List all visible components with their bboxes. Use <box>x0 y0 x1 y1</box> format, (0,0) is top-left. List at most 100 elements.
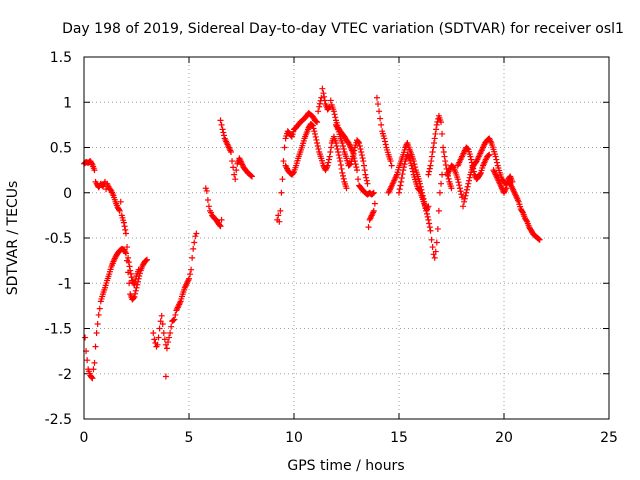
data-point-marker <box>314 119 321 126</box>
data-point-marker <box>134 281 141 288</box>
data-point-marker <box>186 275 192 282</box>
data-point-marker <box>275 212 282 219</box>
data-point-marker <box>400 164 407 171</box>
y-axis-label: SDTVAR / TECUs <box>5 181 21 296</box>
data-point-marker <box>276 218 283 225</box>
data-point-marker <box>492 153 499 160</box>
data-point-marker <box>428 236 435 243</box>
data-point-marker <box>409 165 416 172</box>
data-point-marker <box>130 294 137 301</box>
data-point-marker <box>128 274 135 281</box>
data-point-marker <box>396 186 403 193</box>
data-point-marker <box>158 312 165 319</box>
data-point-marker <box>126 280 133 287</box>
data-point-marker <box>279 176 286 183</box>
data-point-marker <box>463 186 470 193</box>
data-point-marker <box>335 149 342 156</box>
data-point-marker <box>433 126 440 133</box>
data-point-marker <box>187 271 194 278</box>
data-point-marker <box>135 275 142 282</box>
data-point-marker <box>132 290 139 297</box>
x-tick-label: 25 <box>600 430 618 446</box>
data-point-marker <box>363 177 370 184</box>
data-point-marker <box>162 373 169 380</box>
data-point-marker <box>359 155 366 162</box>
data-point-marker <box>382 141 389 148</box>
data-point-marker <box>426 165 433 172</box>
data-point-marker <box>310 125 317 132</box>
data-point-marker <box>427 162 434 169</box>
data-point-marker <box>318 94 325 101</box>
data-point-marker <box>470 168 477 175</box>
data-point-marker <box>217 223 224 230</box>
data-point-marker <box>131 293 138 300</box>
data-point-marker <box>325 159 332 166</box>
data-point-marker <box>465 180 472 187</box>
data-point-marker <box>457 188 464 195</box>
data-point-marker <box>357 146 364 153</box>
data-point-marker <box>370 189 377 196</box>
data-point-marker <box>536 236 543 243</box>
data-point-marker <box>397 182 404 189</box>
data-point-marker <box>219 126 226 133</box>
data-point-marker <box>170 317 177 324</box>
data-point-marker <box>353 164 360 171</box>
data-point-marker <box>365 224 372 231</box>
data-point-marker <box>321 97 328 104</box>
data-point-marker <box>461 195 468 202</box>
data-point-marker <box>358 149 365 156</box>
data-point-marker <box>172 311 179 318</box>
data-point-marker <box>232 176 239 183</box>
data-point-marker <box>425 216 432 223</box>
data-point-marker <box>334 146 341 153</box>
data-point-marker <box>134 278 141 285</box>
data-point-marker <box>440 149 447 156</box>
data-point-marker <box>355 139 362 146</box>
data-point-marker <box>416 187 423 194</box>
data-point-marker <box>351 147 358 154</box>
data-point-marker <box>361 162 367 169</box>
data-point-marker <box>378 121 385 128</box>
data-point-marker <box>408 162 415 169</box>
data-point-marker <box>277 207 284 214</box>
data-point-marker <box>456 182 463 189</box>
data-point-marker <box>362 171 369 178</box>
data-point-marker <box>376 108 383 115</box>
data-point-marker <box>468 156 475 163</box>
data-point-marker <box>464 183 471 190</box>
y-tick-label: 1 <box>63 95 72 111</box>
data-point-marker <box>121 223 128 230</box>
x-tick-label: 10 <box>285 430 303 446</box>
data-point-marker <box>455 179 462 186</box>
data-point-marker <box>426 168 433 175</box>
data-point-marker <box>163 345 170 352</box>
data-point-marker <box>124 244 131 251</box>
data-point-marker <box>438 119 444 126</box>
data-point-marker <box>309 122 316 129</box>
data-point-marker <box>430 144 437 151</box>
data-point-marker <box>337 158 344 165</box>
data-point-marker <box>221 132 227 139</box>
data-point-marker <box>230 164 237 171</box>
data-point-marker <box>159 320 166 327</box>
data-point-marker <box>189 254 196 261</box>
data-point-marker <box>431 139 437 146</box>
data-point-marker <box>427 227 434 234</box>
data-point-marker <box>360 158 367 165</box>
data-point-marker <box>90 366 97 373</box>
data-point-marker <box>433 239 440 246</box>
data-point-marker <box>466 174 473 181</box>
data-point-marker <box>410 168 416 175</box>
data-point-marker <box>208 209 215 216</box>
x-axis-label: GPS time / hours <box>287 458 404 474</box>
data-point-marker <box>193 230 200 237</box>
data-point-marker <box>439 130 446 137</box>
data-point-marker <box>396 189 402 196</box>
data-point-marker <box>339 169 346 176</box>
data-point-marker <box>92 343 99 350</box>
data-point-marker <box>233 167 240 174</box>
data-point-marker <box>434 225 441 232</box>
data-point-marker <box>165 339 171 346</box>
data-point-marker <box>156 325 163 332</box>
data-point-marker <box>144 256 150 263</box>
